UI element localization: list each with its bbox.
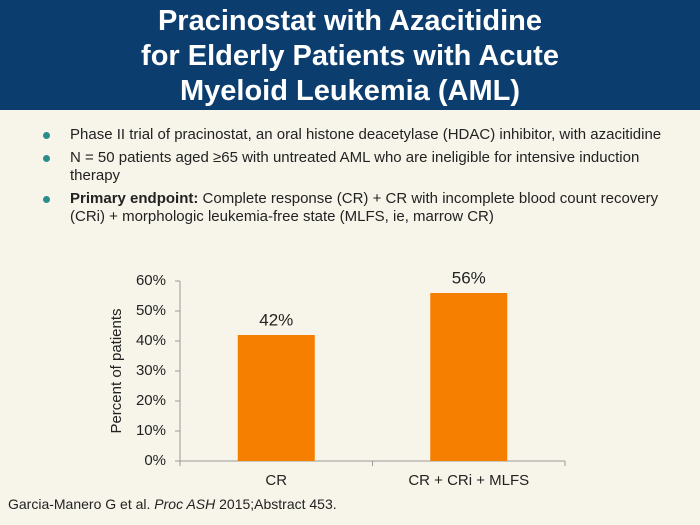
y-tick-label: 30% — [136, 362, 166, 379]
bullet-text: Complete response (CR) + CR with incompl… — [70, 190, 659, 225]
y-axis-label: Percent of patients — [108, 308, 125, 433]
bullet: Phase II trial of pracinostat, an oral h… — [40, 126, 680, 144]
value-label: 42% — [259, 310, 293, 329]
citation-authors: Garcia-Manero G et al. — [8, 496, 155, 512]
y-tick-label: 40% — [136, 332, 166, 349]
citation-rest: 2015;Abstract 453. — [215, 496, 337, 512]
x-tick-label: CR + CRi + MLFS — [408, 472, 529, 489]
citation-journal: Proc ASH — [154, 496, 216, 512]
y-tick-label: 20% — [136, 392, 166, 409]
bullet-text: N = 50 patients aged ≥65 with untreated … — [70, 149, 640, 184]
bullet-bold: Primary endpoint: — [70, 190, 199, 207]
title-line: for Elderly Patients with Acute — [141, 40, 559, 72]
citation: Garcia-Manero G et al. Proc ASH 2015;Abs… — [8, 496, 337, 512]
y-tick-label: 0% — [144, 452, 166, 469]
bullet-list: Phase II trial of pracinostat, an oral h… — [40, 126, 680, 231]
bar — [237, 335, 315, 461]
bar — [430, 293, 508, 461]
y-tick-label: 60% — [136, 272, 166, 289]
bullet: N = 50 patients aged ≥65 with untreated … — [40, 149, 680, 185]
y-tick-label: 50% — [136, 302, 166, 319]
x-tick-label: CR — [265, 472, 287, 489]
title-line: Myeloid Leukemia (AML) — [180, 75, 520, 107]
header: Pracinostat with Azacitidine for Elderly… — [0, 0, 700, 110]
bullet-text: Phase II trial of pracinostat, an oral h… — [70, 126, 662, 143]
y-tick-label: 10% — [136, 422, 166, 439]
title-line: Pracinostat with Azacitidine — [157, 5, 543, 37]
bullet: Primary endpoint: Complete response (CR)… — [40, 190, 680, 226]
value-label: 56% — [452, 268, 486, 287]
